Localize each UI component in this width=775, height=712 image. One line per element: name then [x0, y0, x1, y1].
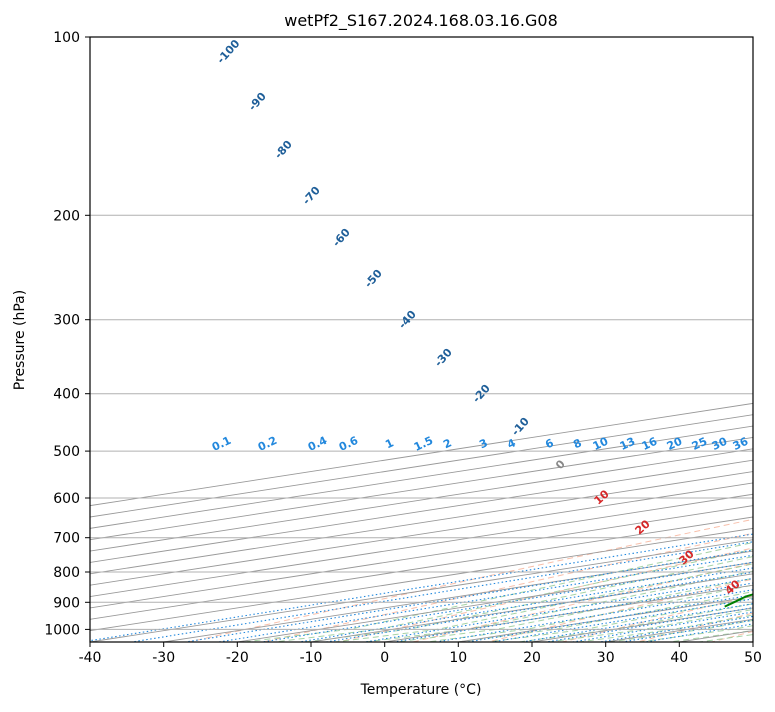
- y-tick-label: 200: [53, 208, 80, 224]
- chart-title: wetPf2_S167.2024.168.03.16.G08: [284, 11, 558, 31]
- x-tick-label: 30: [597, 650, 615, 666]
- y-tick-label: 300: [53, 313, 80, 329]
- y-tick-label: 400: [53, 387, 80, 403]
- x-tick-label: -10: [300, 650, 323, 666]
- y-tick-label: 500: [53, 444, 80, 460]
- x-tick-label: 20: [523, 650, 541, 666]
- x-tick-label: 40: [670, 650, 688, 666]
- y-tick-label: 100: [53, 30, 80, 46]
- plot-area: [90, 37, 753, 642]
- x-tick-label: -20: [226, 650, 249, 666]
- y-tick-label: 700: [53, 531, 80, 547]
- y-tick-label: 900: [53, 595, 80, 611]
- y-tick-label: 600: [53, 491, 80, 507]
- x-tick-label: 10: [449, 650, 467, 666]
- x-tick-label: -40: [79, 650, 102, 666]
- x-tick-label: -30: [152, 650, 175, 666]
- x-tick-label: 0: [380, 650, 389, 666]
- y-tick-label: 800: [53, 565, 80, 581]
- x-tick-label: 50: [744, 650, 762, 666]
- y-axis-label: Pressure (hPa): [12, 290, 28, 390]
- x-axis-label: Temperature (°C): [360, 682, 482, 698]
- y-tick-label: 1000: [44, 622, 80, 638]
